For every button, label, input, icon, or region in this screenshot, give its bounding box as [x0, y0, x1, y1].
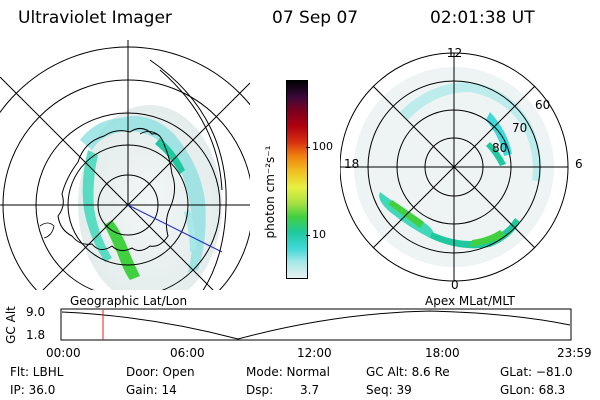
mlat-label-70: 70 [512, 121, 528, 135]
ip-info: IP: 36.0 [10, 383, 56, 397]
mode-info: Mode: Normal [246, 365, 330, 379]
time-label: 02:01:38 UT [430, 8, 535, 28]
mlt-label-12: 12 [447, 46, 463, 60]
dsp-label: Dsp: [246, 383, 274, 397]
colorbar-unit-label: photon cm⁻²s⁻¹ [263, 145, 277, 239]
xtick-0600: 06:00 [170, 346, 205, 360]
colorbar-tick-100: 100 [312, 140, 333, 153]
colorbar-tick-10: 10 [312, 228, 326, 241]
geographic-map [0, 40, 250, 290]
meridians [0, 40, 250, 290]
date-label: 07 Sep 07 [272, 8, 359, 28]
filter-info: Flt: LBHL [10, 365, 64, 379]
door-info: Door: Open [126, 365, 195, 379]
xtick-1800: 18:00 [425, 346, 460, 360]
dsp-value: 3.7 [300, 383, 320, 397]
mlt-label-18: 18 [344, 157, 360, 171]
glat-info: GLat: −81.0 [500, 365, 573, 379]
xtick-0000: 00:00 [46, 346, 81, 360]
timeline-ytick-bottom: 1.8 [26, 328, 46, 342]
xtick-2359: 23:59 [557, 346, 592, 360]
altitude-curve [61, 310, 571, 340]
instrument-title: Ultraviolet Imager [18, 8, 172, 28]
timeline-ytick-top: 9.0 [26, 305, 46, 319]
colorbar [286, 80, 308, 279]
timeline-ylabel: GC Alt [3, 306, 18, 344]
mlt-lines [340, 53, 568, 281]
mlat-label-60: 60 [535, 98, 551, 112]
earth-limb [149, 59, 227, 290]
altitude-timeline [60, 308, 572, 341]
mlt-label-6: 6 [575, 157, 583, 171]
geographic-label: Geographic Lat/Lon [70, 294, 188, 308]
apex-label: Apex MLat/MLT [425, 294, 515, 308]
coastline [57, 128, 176, 252]
xtick-1200: 12:00 [297, 346, 332, 360]
gc-alt-info: GC Alt: 8.6 Re [366, 365, 450, 379]
glon-info: GLon: 68.3 [500, 383, 566, 397]
satellite-track [127, 204, 223, 253]
mlt-label-0: 0 [451, 278, 459, 292]
gain-info: Gain: 14 [126, 383, 177, 397]
magnetic-map [340, 52, 569, 282]
mlat-label-80: 80 [492, 141, 508, 155]
seq-info: Seq: 39 [366, 383, 412, 397]
